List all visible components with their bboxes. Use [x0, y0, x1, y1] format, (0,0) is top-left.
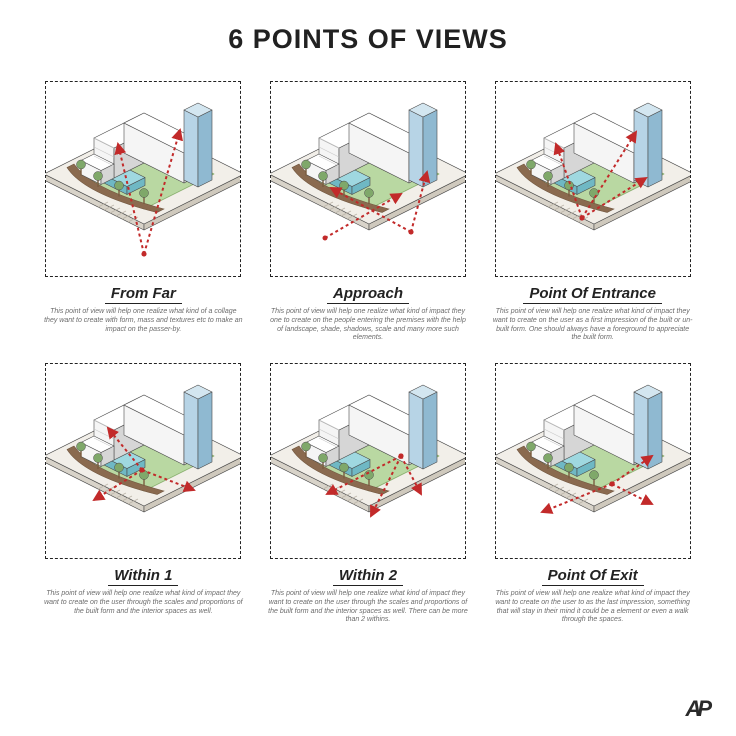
panel-approach: Approach This point of view will help on…	[265, 81, 472, 343]
diagram-frame	[495, 363, 691, 559]
panel-desc: This point of view will help one realize…	[43, 590, 243, 616]
panel-grid: From Far This point of view will help on…	[0, 63, 736, 625]
panel-desc: This point of view will help one realize…	[268, 590, 468, 625]
panel-within1: Within 1 This point of view will help on…	[40, 363, 247, 625]
author-logo: AP	[685, 696, 708, 722]
diagram-frame	[270, 81, 466, 277]
panel-title: Point Of Exit	[542, 565, 644, 586]
diagram-frame	[270, 363, 466, 559]
panel-entrance: Point Of Entrance This point of view wil…	[489, 81, 696, 343]
panel-title: Within 1	[108, 565, 178, 586]
panel-title: Within 2	[333, 565, 403, 586]
panel-from-far: From Far This point of view will help on…	[40, 81, 247, 343]
panel-desc: This point of view will help one realize…	[493, 590, 693, 625]
panel-title: Approach	[327, 283, 409, 304]
page-title: 6 POINTS OF VIEWS	[0, 0, 736, 63]
panel-desc: This point of view will help one realize…	[43, 308, 243, 334]
diagram-frame	[45, 363, 241, 559]
diagram-frame	[45, 81, 241, 277]
diagram-frame	[495, 81, 691, 277]
panel-desc: This point of view will help one realize…	[268, 308, 468, 343]
panel-within2: Within 2 This point of view will help on…	[265, 363, 472, 625]
panel-title: From Far	[105, 283, 182, 304]
panel-title: Point Of Entrance	[523, 283, 662, 304]
panel-desc: This point of view will help one realize…	[493, 308, 693, 343]
panel-exit: Point Of Exit This point of view will he…	[489, 363, 696, 625]
